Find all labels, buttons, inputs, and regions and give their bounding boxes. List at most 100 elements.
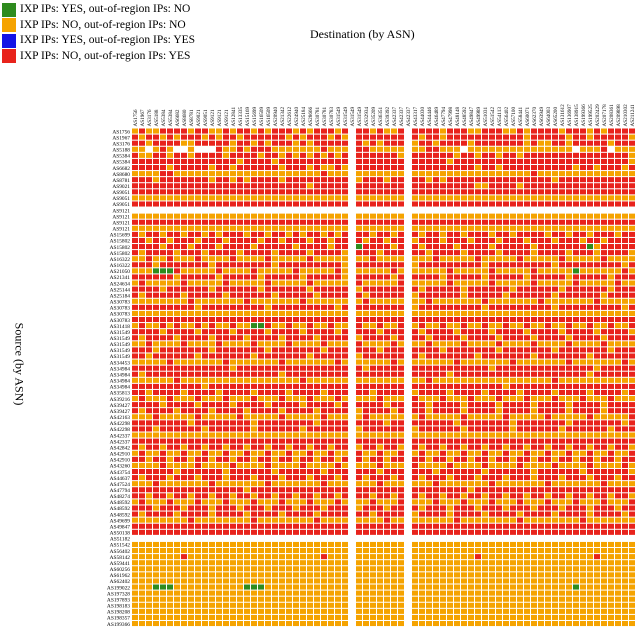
- heatmap-cell: [552, 237, 558, 244]
- heatmap-cell: [517, 225, 523, 231]
- heatmap-cell: [230, 140, 236, 146]
- heatmap-cell: [482, 462, 488, 468]
- heatmap-cell: [552, 505, 558, 511]
- heatmap-cell: [251, 244, 257, 250]
- heatmap-cell: [258, 237, 264, 244]
- heatmap-cell: [342, 316, 348, 323]
- heatmap-cell: [349, 408, 355, 414]
- heatmap-cell: [167, 219, 173, 225]
- heatmap-cell: [482, 298, 488, 304]
- heatmap-cell: [552, 432, 558, 438]
- heatmap-cell: [216, 511, 222, 517]
- heatmap-cell: [258, 244, 264, 250]
- heatmap-cell: [230, 231, 236, 237]
- heatmap-cell: [279, 517, 285, 523]
- heatmap-cell: [349, 341, 355, 347]
- heatmap-cell: [300, 377, 306, 383]
- heatmap-cell: [580, 365, 586, 371]
- heatmap-cell: [552, 335, 558, 341]
- heatmap-cell: [405, 438, 411, 444]
- heatmap-cell: [377, 450, 383, 456]
- heatmap-cell: [363, 389, 369, 396]
- heatmap-cell: [580, 493, 586, 499]
- heatmap-cell: [153, 280, 159, 286]
- heatmap-cell: [314, 505, 320, 511]
- heatmap-cell: [328, 274, 334, 280]
- heatmap-cell: [573, 195, 579, 201]
- heatmap-cell: [447, 408, 453, 414]
- heatmap-cell: [370, 371, 376, 377]
- heatmap-cell: [314, 481, 320, 487]
- heatmap-cell: [132, 426, 138, 432]
- heatmap-cell: [594, 408, 600, 414]
- heatmap-cell: [307, 183, 313, 189]
- heatmap-cell: [216, 468, 222, 475]
- heatmap-cell: [594, 511, 600, 517]
- heatmap-cell: [475, 171, 481, 177]
- heatmap-cell: [384, 505, 390, 511]
- heatmap-cell: [398, 347, 404, 353]
- heatmap-cell: [384, 292, 390, 298]
- heatmap-cell: [615, 201, 621, 207]
- heatmap-cell: [391, 219, 397, 225]
- heatmap-cell: [496, 183, 502, 189]
- heatmap-cell: [482, 225, 488, 231]
- heatmap-cell: [489, 341, 495, 347]
- heatmap-cell: [384, 462, 390, 468]
- heatmap-cell: [181, 505, 187, 511]
- heatmap-cell: [573, 201, 579, 207]
- heatmap-cell: [475, 420, 481, 426]
- heatmap-cell: [475, 219, 481, 225]
- heatmap-cell: [356, 414, 362, 420]
- heatmap-cell: [293, 329, 299, 335]
- heatmap-cell: [566, 365, 572, 371]
- heatmap-cell: [398, 353, 404, 359]
- heatmap-cell: [279, 438, 285, 444]
- heatmap-cell: [615, 244, 621, 250]
- heatmap-cell: [391, 225, 397, 231]
- heatmap-cell: [167, 335, 173, 341]
- heatmap-cell: [475, 158, 481, 164]
- heatmap-cell: [335, 256, 341, 262]
- heatmap-cell: [440, 335, 446, 341]
- heatmap-cell: [468, 335, 474, 341]
- heatmap-cell: [342, 456, 348, 462]
- heatmap-cell: [566, 359, 572, 365]
- heatmap-cell: [195, 183, 201, 189]
- y-tick-label: AS39216: [110, 397, 131, 403]
- heatmap-cell: [454, 396, 460, 402]
- heatmap-cell: [202, 298, 208, 304]
- heatmap-cell: [608, 487, 614, 493]
- heatmap-cell: [510, 177, 516, 183]
- heatmap-cell: [377, 201, 383, 207]
- heatmap-cell: [538, 487, 544, 493]
- heatmap-cell: [503, 298, 509, 304]
- heatmap-cell: [335, 323, 341, 329]
- heatmap-cell: [580, 237, 586, 244]
- heatmap-cell: [181, 231, 187, 237]
- heatmap-cell: [349, 420, 355, 426]
- heatmap-cell: [272, 140, 278, 146]
- heatmap-cell: [272, 529, 278, 535]
- heatmap-cell: [440, 189, 446, 195]
- heatmap-cell: [496, 268, 502, 274]
- heatmap-cell: [629, 414, 635, 420]
- heatmap-cell: [384, 146, 390, 152]
- heatmap-cell: [188, 128, 194, 134]
- heatmap-cell: [419, 134, 425, 140]
- heatmap-cell: [363, 256, 369, 262]
- heatmap-cell: [314, 164, 320, 171]
- heatmap-cell: [552, 292, 558, 298]
- heatmap-cell: [153, 158, 159, 164]
- heatmap-cell: [223, 444, 229, 450]
- heatmap-cell: [594, 341, 600, 347]
- heatmap-cell: [300, 402, 306, 408]
- heatmap-cell: [314, 128, 320, 134]
- heatmap-cell: [615, 408, 621, 414]
- heatmap-cell: [398, 462, 404, 468]
- heatmap-cell: [314, 371, 320, 377]
- heatmap-cell: [356, 310, 362, 316]
- heatmap-cell: [384, 414, 390, 420]
- heatmap-cell: [286, 304, 292, 310]
- heatmap-cell: [146, 298, 152, 304]
